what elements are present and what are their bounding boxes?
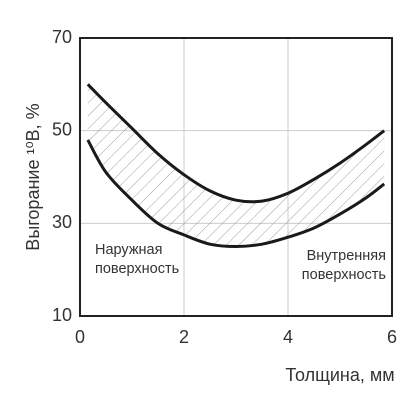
y-tick-label: 50: [52, 119, 72, 139]
annotation: поверхность: [302, 267, 386, 283]
annotation: Наружная: [95, 242, 162, 258]
x-axis-label: Толщина, мм: [285, 365, 394, 385]
line: [86, 83, 386, 204]
y-tick-label: 10: [52, 305, 72, 325]
annotation: Внутренняя: [307, 248, 386, 264]
x-tick-label: 6: [387, 327, 397, 347]
y-tick-label: 70: [52, 27, 72, 47]
x-tick-label: 2: [179, 327, 189, 347]
plot-frame: [79, 37, 393, 317]
y-axis-label: Выгорание ¹⁰B, %: [23, 103, 43, 250]
y-tick-label: 30: [52, 212, 72, 232]
x-tick-label: 4: [283, 327, 293, 347]
hatch-band: [87, 84, 385, 247]
annotation: поверхность: [95, 261, 179, 277]
x-tick-label: 0: [75, 327, 85, 347]
line: [86, 139, 386, 249]
